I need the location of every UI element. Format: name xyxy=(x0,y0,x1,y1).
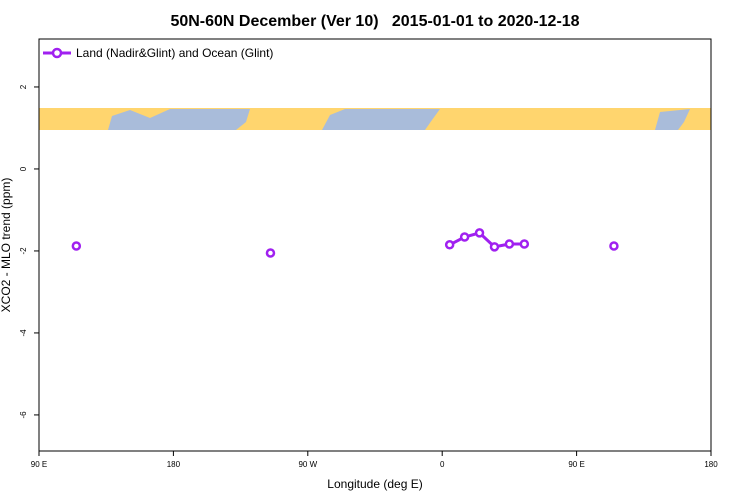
marker xyxy=(489,242,500,252)
marker xyxy=(71,241,82,251)
marker xyxy=(459,232,470,242)
y-tick-label: -6 xyxy=(19,411,28,419)
x-tick-label: 90 E xyxy=(31,460,47,469)
x-tick-label: 180 xyxy=(167,460,181,469)
marker xyxy=(609,241,619,251)
marker xyxy=(474,228,485,238)
x-tick-label: 180 xyxy=(704,460,718,469)
chart-title: 50N-60N December (Ver 10) 2015-01-01 to … xyxy=(170,13,579,30)
x-tick-label: 0 xyxy=(440,460,445,469)
y-tick-label: -2 xyxy=(19,247,28,255)
ocean xyxy=(655,109,690,130)
map-strip xyxy=(39,108,711,130)
ocean xyxy=(322,109,440,130)
y-axis-label: XCO2 - MLO trend (ppm) xyxy=(0,178,13,313)
marker xyxy=(444,240,455,250)
marker xyxy=(504,239,515,249)
legend-marker xyxy=(51,47,63,59)
x-axis-label: Longitude (deg E) xyxy=(327,477,422,491)
y-tick-label: 2 xyxy=(19,84,28,89)
y-tick-label: -4 xyxy=(19,329,28,337)
marker xyxy=(265,248,276,258)
x-tick-label: 90 E xyxy=(568,460,584,469)
legend-label: Land (Nadir&Glint) and Ocean (Glint) xyxy=(76,46,273,60)
x-tick-label: 90 W xyxy=(298,460,317,469)
ocean xyxy=(108,109,250,130)
y-tick-label: 0 xyxy=(19,166,28,171)
plot-frame xyxy=(38,38,712,452)
marker xyxy=(519,239,530,249)
